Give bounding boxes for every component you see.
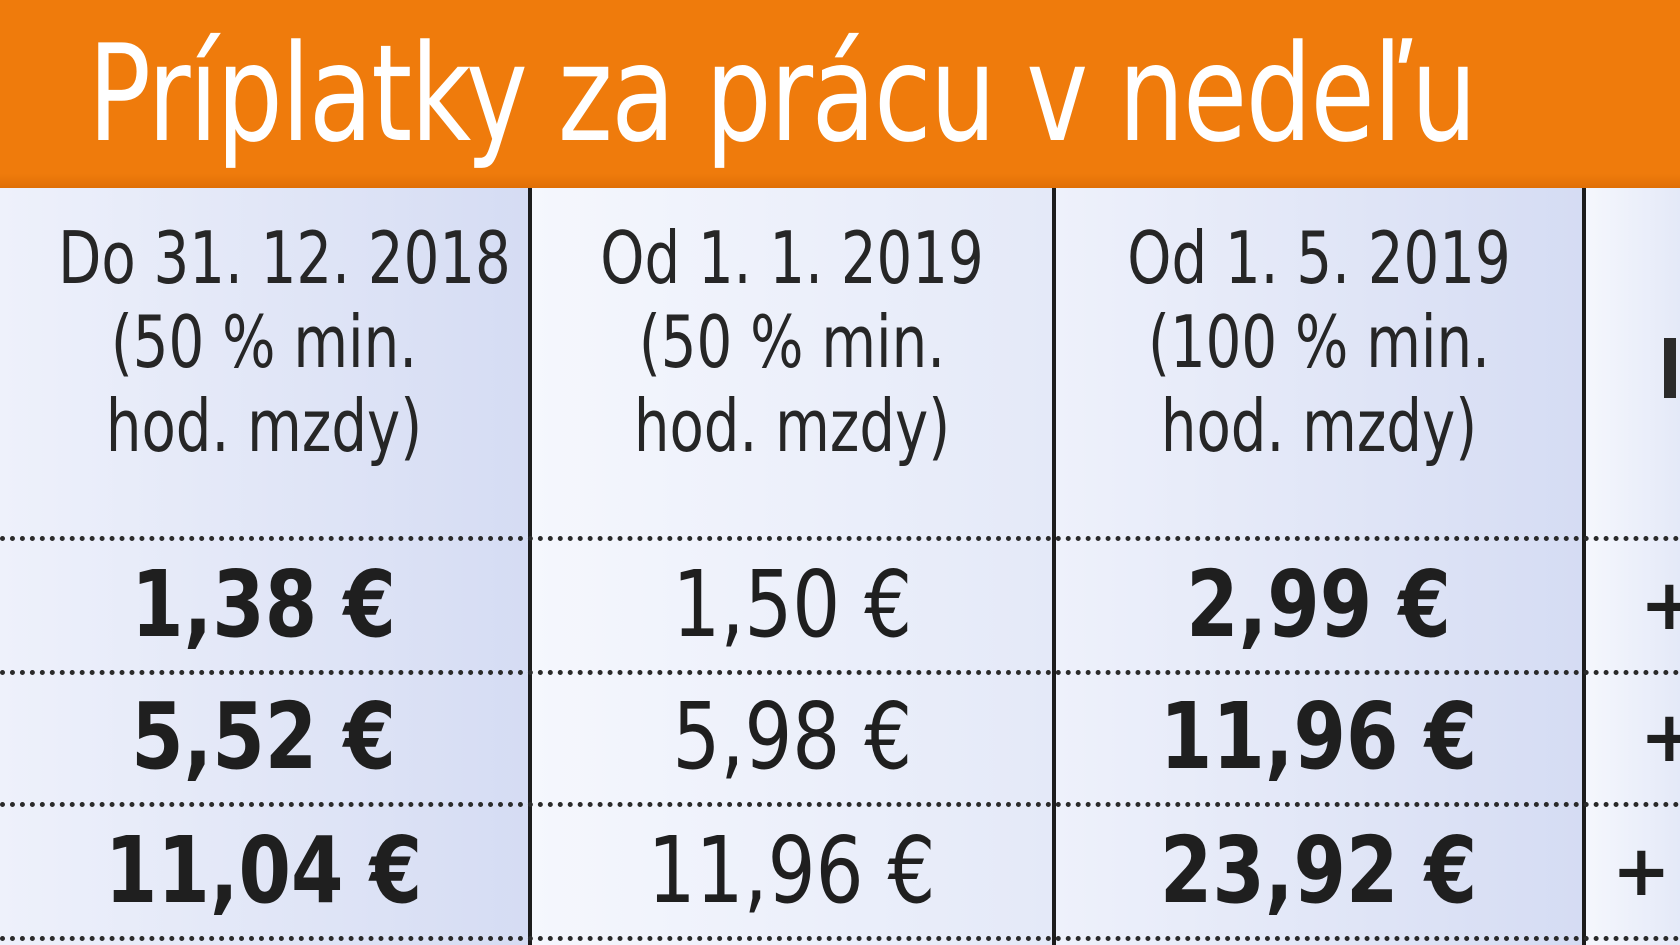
table-cell-r3-c3: 23,92 € (1056, 806, 1582, 936)
column-header-1-line-2: (50 % min. (110, 300, 418, 384)
column-header-1: Do 31. 12. 2018 (50 % min. hod. mzdy) (0, 216, 528, 516)
cell-value: 1,38 € (131, 551, 397, 658)
column-header-2-line-2: (50 % min. (638, 300, 946, 384)
table-cell-r1-c2: 1,50 € (532, 540, 1052, 670)
column-header-3-line-1: Od 1. 5. 2019 (1127, 216, 1511, 300)
column-bg-3 (1056, 188, 1582, 945)
column-divider-2 (1052, 188, 1056, 945)
table-cell-r2-c4: + (1640, 696, 1680, 778)
cell-value: 11,96 € (1160, 683, 1478, 790)
cell-value: 23,92 € (1160, 817, 1478, 924)
cell-value: 1,50 € (672, 551, 912, 658)
row-divider-3 (0, 802, 1680, 807)
column-bg-2 (532, 188, 1052, 945)
column-header-3: Od 1. 5. 2019 (100 % min. hod. mzdy) (1056, 216, 1582, 516)
column-divider-3 (1582, 188, 1586, 945)
table-cell-r3-c4: + (1612, 830, 1671, 912)
row-divider-2 (0, 670, 1680, 675)
table-cell-r1-c4: + (1640, 564, 1680, 646)
table-cell-r3-c2: 11,96 € (532, 806, 1052, 936)
column-header-2-line-1: Od 1. 1. 2019 (600, 216, 984, 300)
column-header-2: Od 1. 1. 2019 (50 % min. hod. mzdy) (532, 216, 1052, 516)
surcharge-table: Do 31. 12. 2018 (50 % min. hod. mzdy) Od… (0, 188, 1680, 945)
column-bg-1 (0, 188, 528, 945)
column-header-3-line-2: (100 % min. (1148, 300, 1490, 384)
table-cell-r3-c1: 11,04 € (0, 806, 528, 936)
chart-title: Príplatky za prácu v nedeľu (88, 16, 1477, 172)
title-bar: Príplatky za prácu v nedeľu (0, 0, 1680, 188)
column-header-2-line-3: hod. mzdy) (633, 384, 951, 468)
cell-value: 5,98 € (672, 683, 912, 790)
cell-value: 11,96 € (648, 817, 936, 924)
table-cell-r1-c1: 1,38 € (0, 540, 528, 670)
column-divider-1 (528, 188, 532, 945)
cell-value: 2,99 € (1186, 551, 1452, 658)
column-header-4-clipped (1664, 338, 1676, 398)
table-cell-r2-c1: 5,52 € (0, 672, 528, 802)
column-header-1-line-1: Do 31. 12. 2018 (58, 216, 511, 300)
cell-value: 5,52 € (131, 683, 397, 790)
table-cell-r1-c3: 2,99 € (1056, 540, 1582, 670)
column-header-3-line-3: hod. mzdy) (1160, 384, 1478, 468)
cell-value: 11,04 € (105, 817, 423, 924)
row-divider-4 (0, 936, 1680, 941)
table-cell-r2-c3: 11,96 € (1056, 672, 1582, 802)
column-header-1-line-3: hod. mzdy) (105, 384, 423, 468)
column-bg-4 (1586, 188, 1680, 945)
table-cell-r2-c2: 5,98 € (532, 672, 1052, 802)
row-divider-1 (0, 536, 1680, 541)
